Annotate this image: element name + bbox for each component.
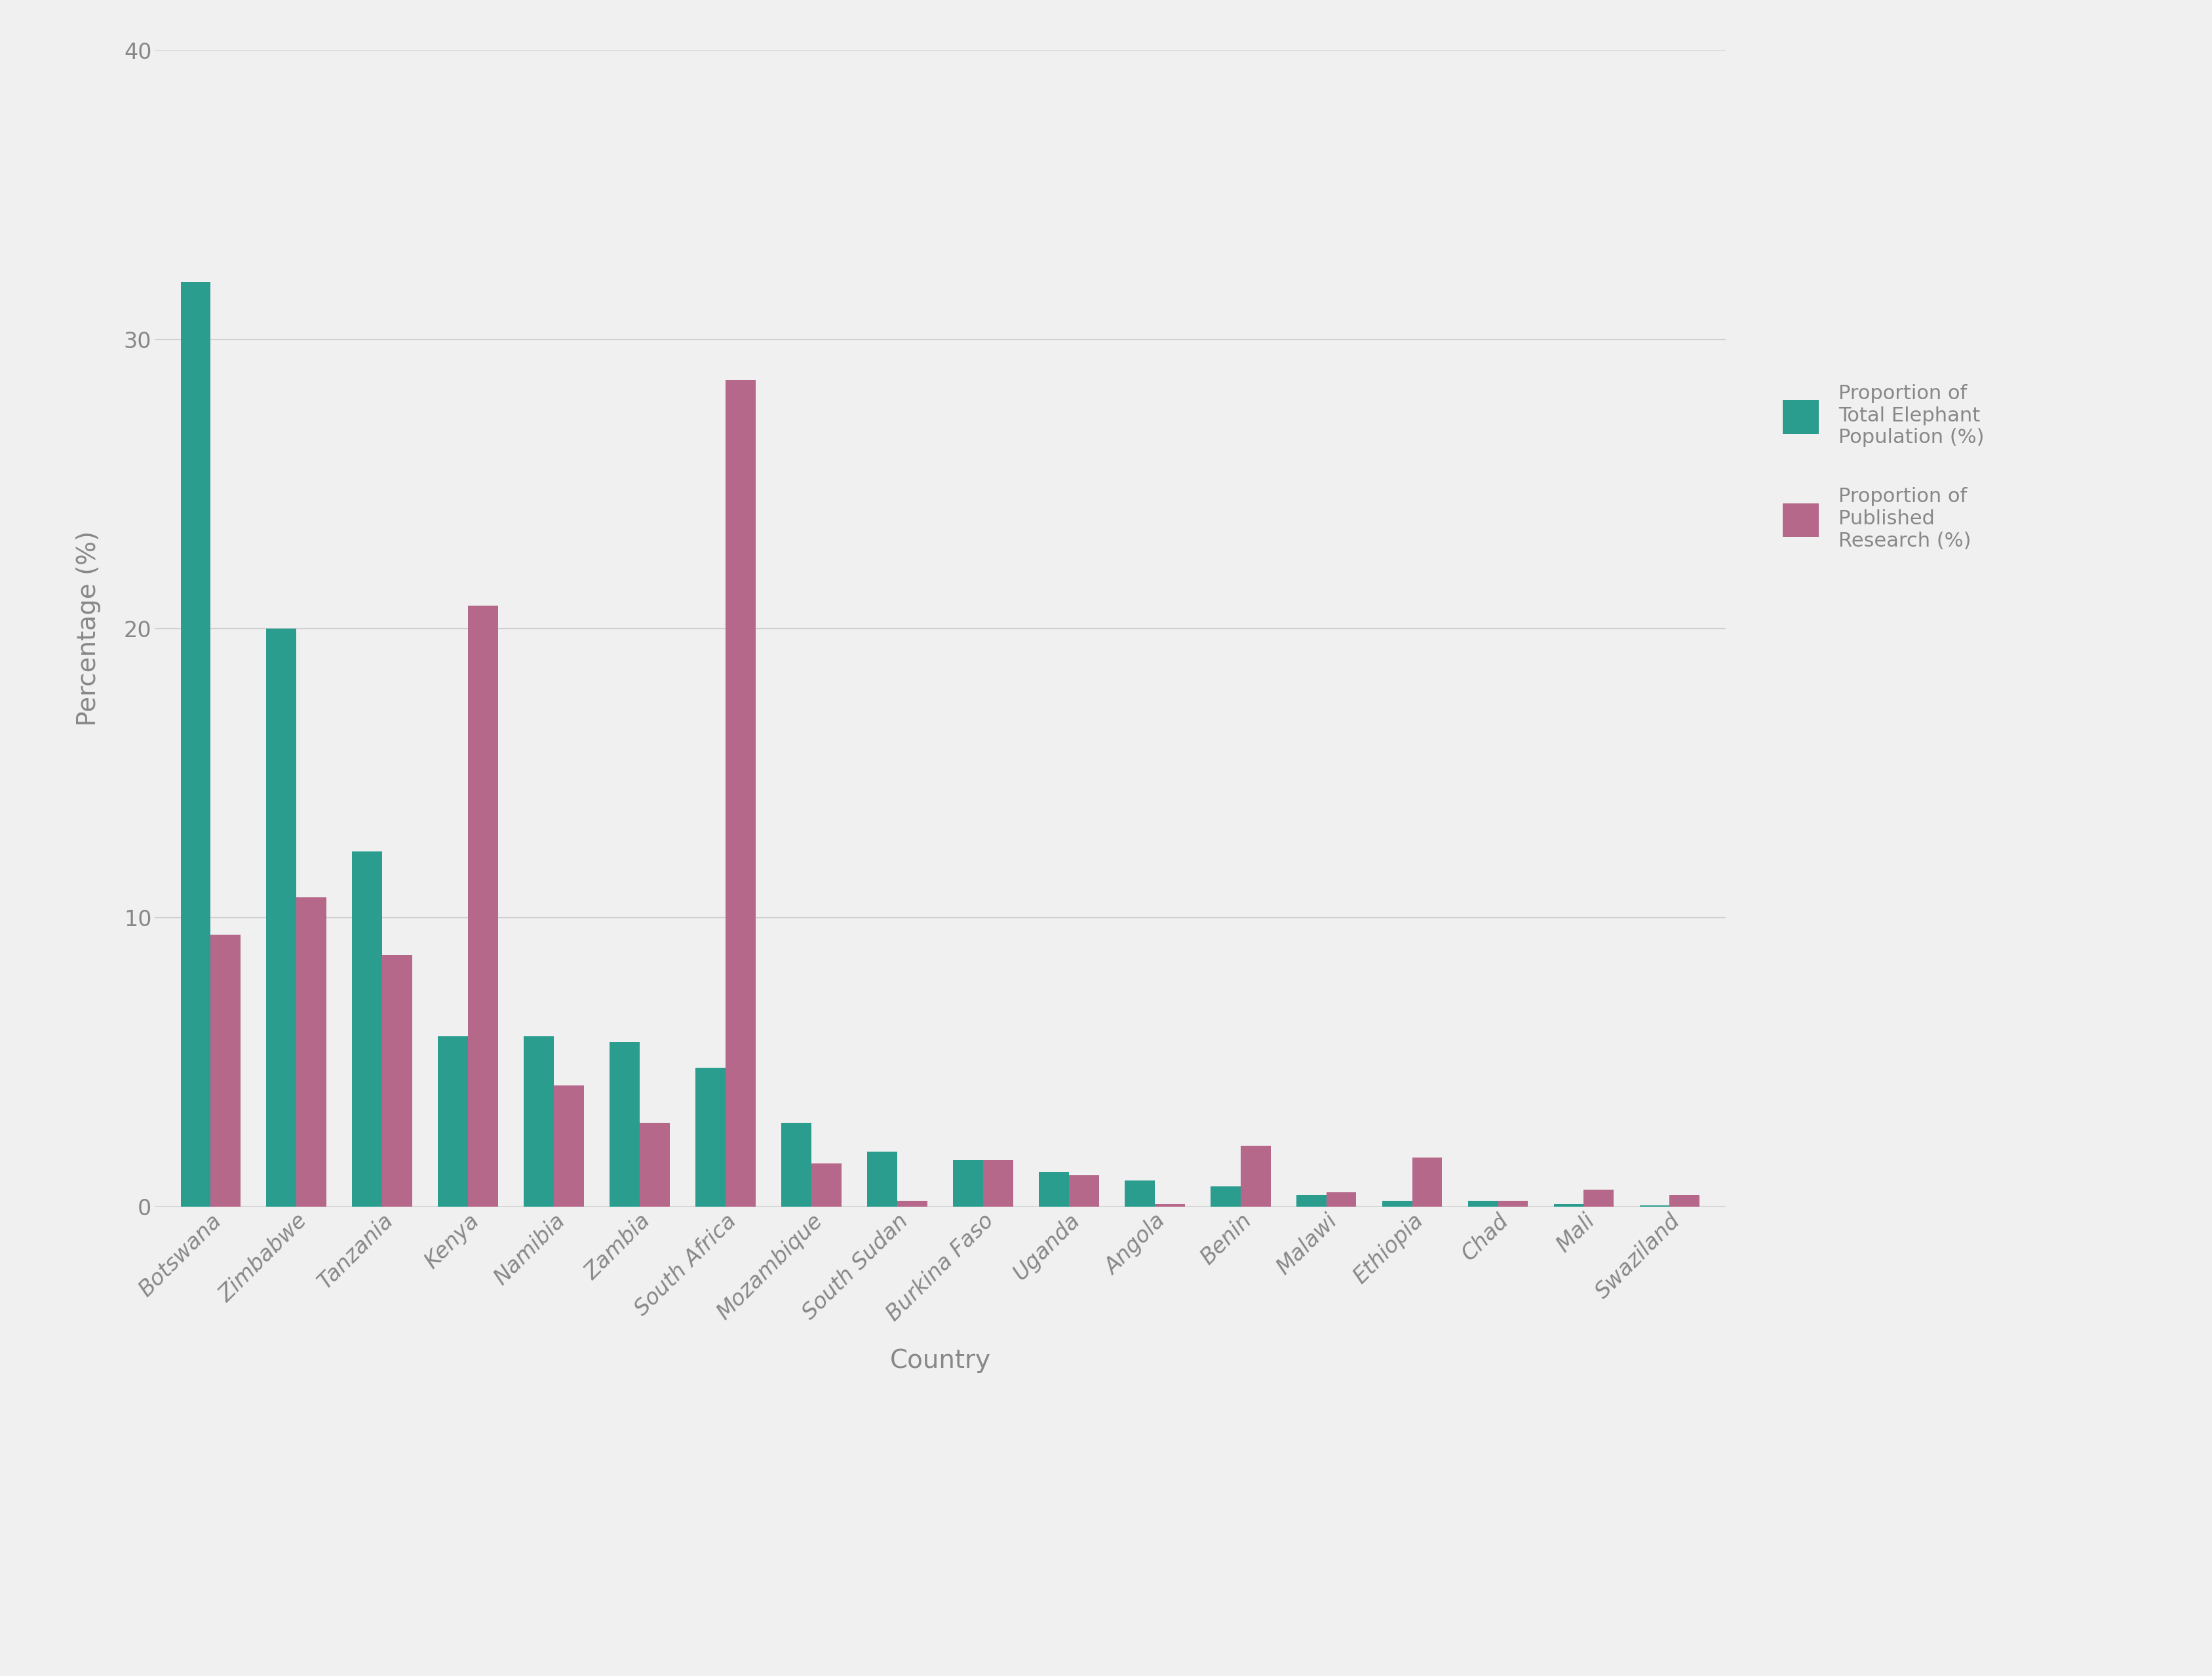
Bar [812, 1163, 841, 1207]
Bar [553, 1086, 584, 1207]
Bar [1210, 1187, 1241, 1207]
Bar [1670, 1195, 1699, 1207]
Bar [181, 282, 210, 1207]
Bar [1382, 1202, 1411, 1207]
Bar [383, 955, 411, 1207]
Bar [1155, 1203, 1186, 1207]
Bar [726, 380, 757, 1207]
Bar [1411, 1158, 1442, 1207]
Bar [1584, 1190, 1615, 1207]
Bar [1124, 1180, 1155, 1207]
Bar [611, 1042, 639, 1207]
X-axis label: Country: Country [889, 1348, 991, 1373]
Bar [1241, 1146, 1270, 1207]
Bar [1327, 1192, 1356, 1207]
Bar [639, 1123, 670, 1207]
Bar [982, 1160, 1013, 1207]
Bar [210, 935, 241, 1207]
Bar [953, 1160, 982, 1207]
Bar [867, 1151, 898, 1207]
Bar [524, 1036, 553, 1207]
Bar [1296, 1195, 1327, 1207]
Bar [1040, 1172, 1068, 1207]
Bar [695, 1068, 726, 1207]
Bar [781, 1123, 812, 1207]
Y-axis label: Percentage (%): Percentage (%) [75, 531, 102, 726]
Bar [1498, 1202, 1528, 1207]
Bar [1469, 1202, 1498, 1207]
Bar [1068, 1175, 1099, 1207]
Legend: Proportion of
Total Elephant
Population (%), Proportion of
Published
Research (%: Proportion of Total Elephant Population … [1783, 384, 1984, 550]
Bar [296, 897, 327, 1207]
Bar [265, 628, 296, 1207]
Bar [1553, 1203, 1584, 1207]
Bar [352, 851, 383, 1207]
Bar [469, 605, 498, 1207]
Bar [898, 1202, 927, 1207]
Bar [438, 1036, 469, 1207]
